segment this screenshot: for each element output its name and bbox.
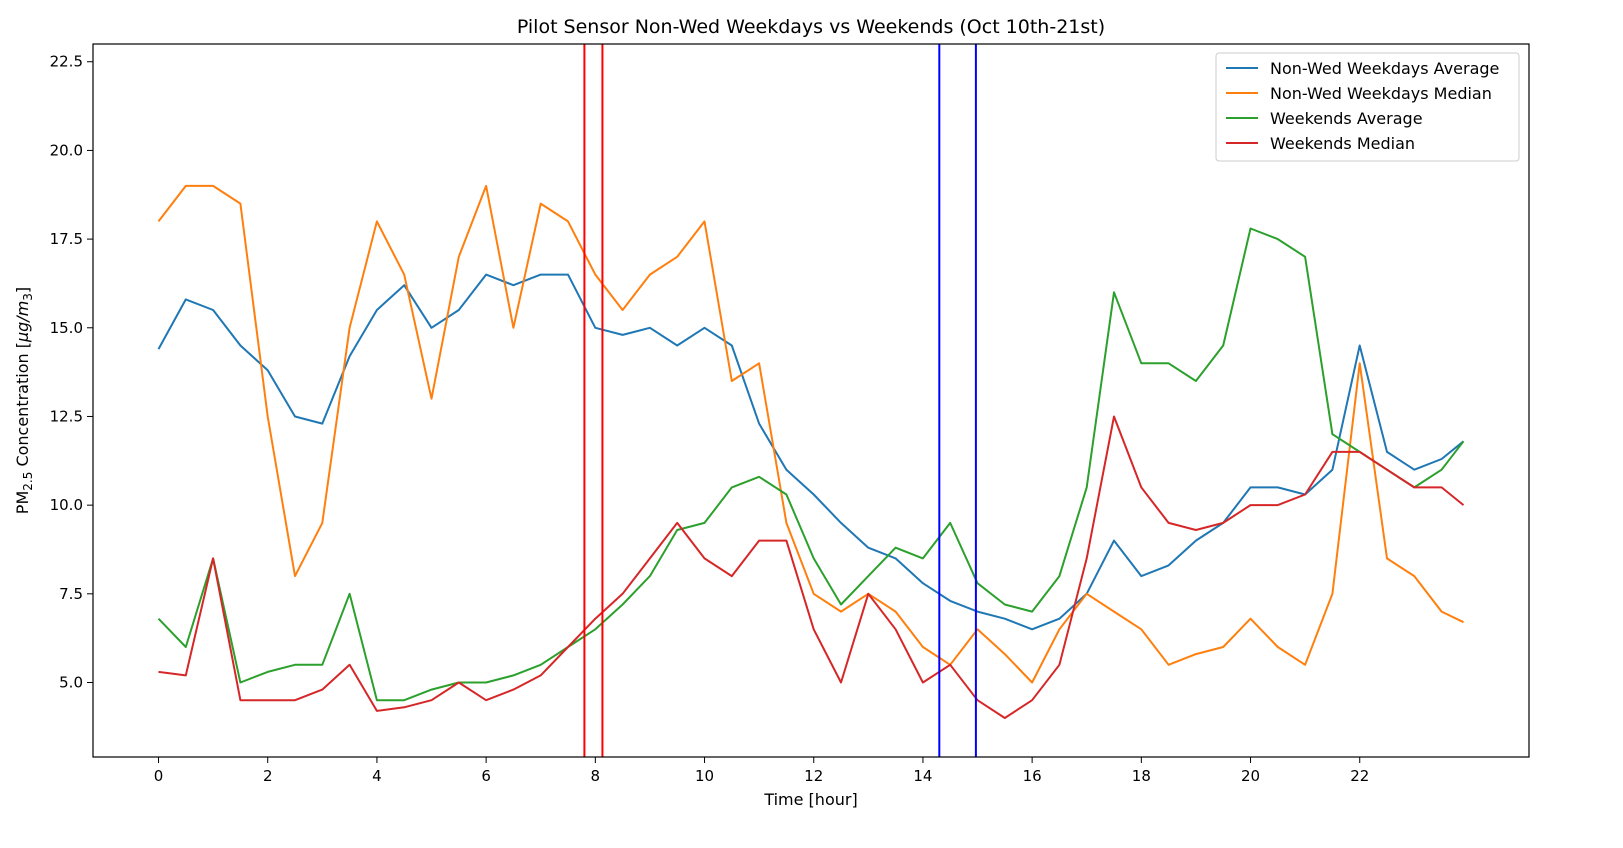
x-tick-label: 22 bbox=[1350, 767, 1369, 785]
series-line-0 bbox=[157, 273, 1465, 631]
y-title-sub: 2.5 bbox=[21, 472, 35, 491]
x-tick-label: 0 bbox=[154, 767, 164, 785]
y-title-pm: PM bbox=[13, 491, 32, 514]
y-tick-label: 20.0 bbox=[50, 141, 83, 159]
y-tick-label: 22.5 bbox=[50, 53, 83, 71]
chart-title: Pilot Sensor Non-Wed Weekdays vs Weekend… bbox=[517, 16, 1105, 38]
y-tick-label: 17.5 bbox=[50, 230, 83, 248]
x-tick-label: 4 bbox=[372, 767, 382, 785]
series-layer bbox=[157, 184, 1465, 719]
y-title-end: ] bbox=[13, 287, 32, 293]
legend-label: Non-Wed Weekdays Median bbox=[1270, 84, 1492, 103]
y-title-mu: μ bbox=[13, 332, 32, 343]
series-line-3 bbox=[158, 415, 1465, 719]
y-tick-label: 7.5 bbox=[59, 585, 83, 603]
y-tick-label: 5.0 bbox=[59, 674, 83, 692]
legend-label: Non-Wed Weekdays Average bbox=[1270, 59, 1499, 78]
x-tick-label: 10 bbox=[695, 767, 714, 785]
y-axis-title: PM2.5 Concentration [μg/m3] bbox=[13, 287, 35, 514]
plot-frame bbox=[92, 43, 1530, 758]
x-axis: 0 2 4 6 8 10 12 14 16 18 20 22 bbox=[154, 757, 1369, 785]
y-tick-label: 12.5 bbox=[50, 407, 83, 425]
legend: Non-Wed Weekdays Average Non-Wed Weekdays… bbox=[1215, 52, 1520, 162]
x-tick-label: 18 bbox=[1132, 767, 1151, 785]
series-line-1 bbox=[157, 184, 1464, 684]
y-title-unit: g/m bbox=[13, 301, 32, 332]
x-tick-label: 2 bbox=[263, 767, 273, 785]
legend-box bbox=[1215, 52, 1520, 162]
y-tick-label: 10.0 bbox=[50, 496, 83, 514]
y-title-unit-sub: 3 bbox=[21, 293, 35, 301]
x-tick-label: 20 bbox=[1241, 767, 1260, 785]
x-tick-label: 14 bbox=[913, 767, 932, 785]
x-tick-label: 16 bbox=[1023, 767, 1042, 785]
y-axis: 5.0 7.5 10.0 12.5 15.0 17.5 20.0 22.5 bbox=[50, 53, 93, 692]
y-title-mid: Concentration [ bbox=[13, 342, 32, 472]
x-tick-label: 6 bbox=[481, 767, 491, 785]
x-axis-title: Time [hour] bbox=[763, 790, 857, 809]
vertical-lines-layer bbox=[583, 44, 977, 757]
legend-label: Weekends Average bbox=[1270, 109, 1423, 128]
series-line-2 bbox=[157, 227, 1465, 702]
y-tick-label: 15.0 bbox=[50, 319, 83, 337]
x-tick-label: 8 bbox=[591, 767, 601, 785]
legend-label: Weekends Median bbox=[1270, 134, 1415, 153]
x-tick-label: 12 bbox=[804, 767, 823, 785]
